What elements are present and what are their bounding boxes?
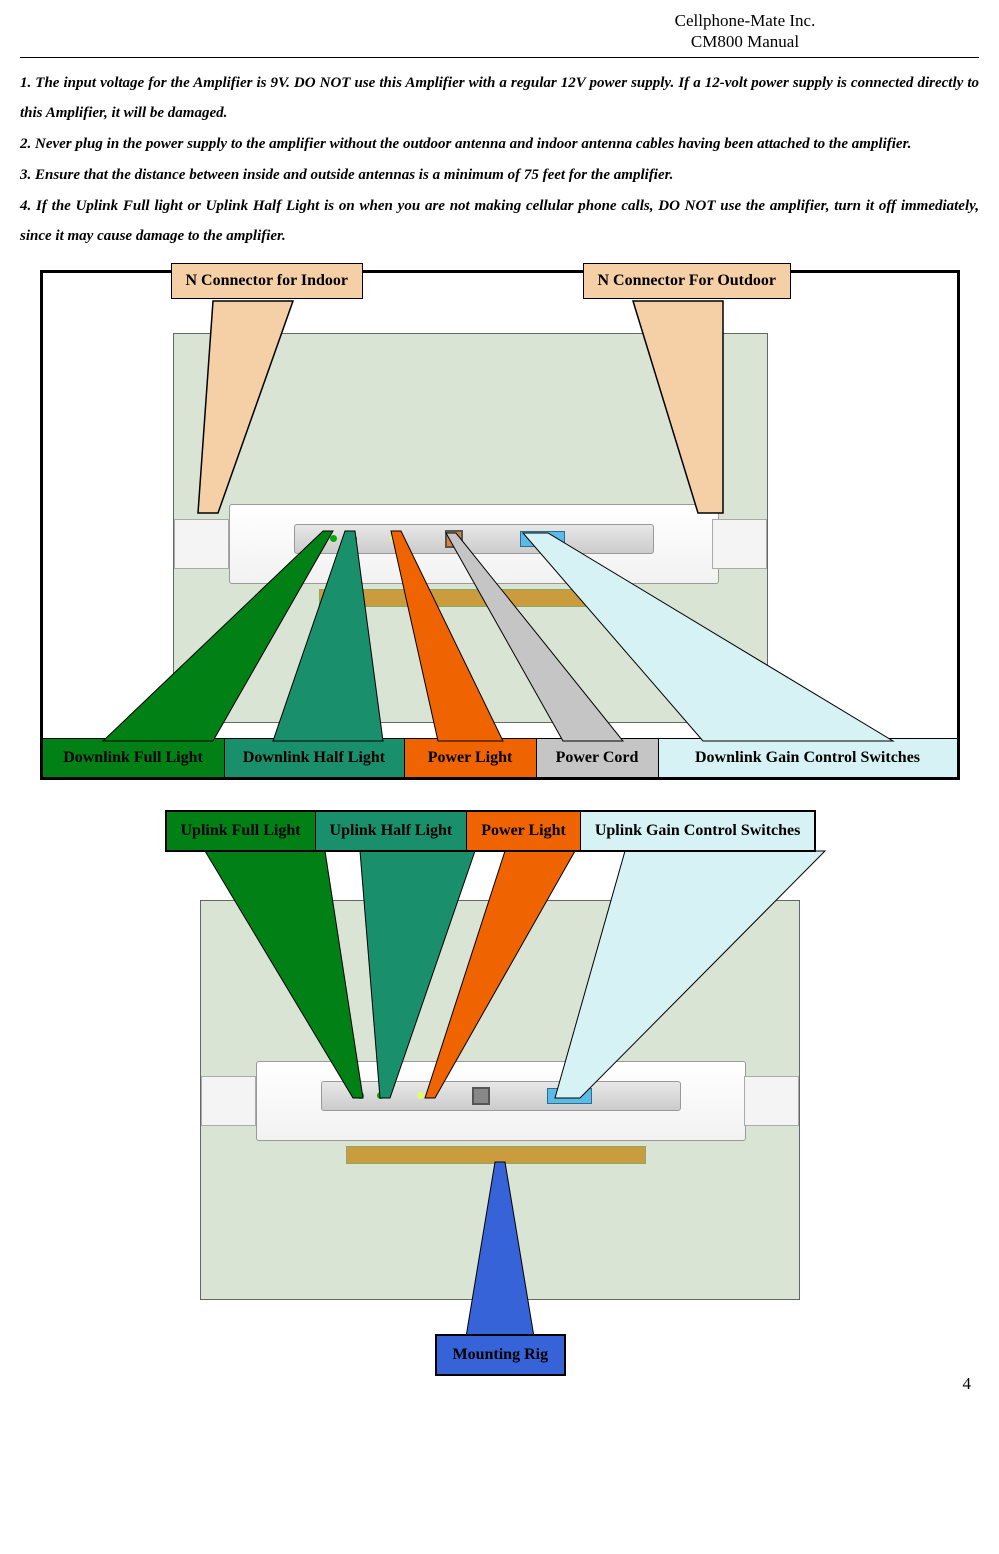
- led-icon: [350, 535, 357, 542]
- label-uplink-full-light: Uplink Full Light: [167, 812, 316, 850]
- manual-name: CM800 Manual: [570, 31, 920, 52]
- diagram-2: Uplink Full Light Uplink Half Light Powe…: [105, 810, 895, 1370]
- dip-switch-icon: [547, 1088, 592, 1104]
- label-downlink-half-light: Downlink Half Light: [225, 739, 405, 777]
- label-power-cord: Power Cord: [537, 739, 659, 777]
- mounting-rig-icon: [346, 1146, 646, 1164]
- label-uplink-half-light: Uplink Half Light: [316, 812, 468, 850]
- label-power-light: Power Light: [405, 739, 537, 777]
- warning-4: 4. If the Uplink Full light or Uplink Ha…: [20, 191, 979, 253]
- device-frame-bottom: [200, 900, 800, 1300]
- warning-2: 2. Never plug in the power supply to the…: [20, 129, 979, 160]
- warnings-block: 1. The input voltage for the Amplifier i…: [20, 68, 979, 253]
- label-uplink-gain-control: Uplink Gain Control Switches: [581, 812, 815, 850]
- company-name: Cellphone-Mate Inc.: [570, 10, 920, 31]
- indoor-connector-icon: [174, 519, 229, 569]
- power-button-icon: [445, 530, 463, 548]
- device-frame-top: [173, 333, 768, 723]
- connector-icon: [744, 1076, 799, 1126]
- label-mounting-rig: Mounting Rig: [435, 1334, 567, 1376]
- callout-indoor-connector: N Connector for Indoor: [171, 263, 364, 299]
- led-icon: [377, 1092, 384, 1099]
- diagram2-label-row: Uplink Full Light Uplink Half Light Powe…: [165, 810, 817, 852]
- mounting-rig-icon: [319, 589, 619, 607]
- callout-outdoor-connector: N Connector For Outdoor: [583, 263, 792, 299]
- diagram1-label-row: Downlink Full Light Downlink Half Light …: [43, 738, 957, 777]
- label-downlink-full-light: Downlink Full Light: [43, 739, 225, 777]
- diagram-1: N Connector for Indoor N Connector For O…: [40, 270, 960, 780]
- led-icon: [357, 1092, 364, 1099]
- led-icon: [390, 535, 397, 542]
- outdoor-connector-icon: [712, 519, 767, 569]
- connector-icon: [201, 1076, 256, 1126]
- led-icon: [417, 1092, 424, 1099]
- label-power-light-2: Power Light: [467, 812, 581, 850]
- led-icon: [330, 535, 337, 542]
- warning-3: 3. Ensure that the distance between insi…: [20, 160, 979, 191]
- control-strip: [294, 524, 654, 554]
- header-rule: [20, 57, 979, 58]
- dip-switch-icon: [520, 531, 565, 547]
- power-button-icon: [472, 1087, 490, 1105]
- page-number: 4: [20, 1374, 979, 1394]
- page-header: Cellphone-Mate Inc. CM800 Manual: [570, 10, 920, 53]
- warning-1: 1. The input voltage for the Amplifier i…: [20, 68, 979, 130]
- label-downlink-gain-control: Downlink Gain Control Switches: [659, 739, 957, 777]
- control-strip: [321, 1081, 681, 1111]
